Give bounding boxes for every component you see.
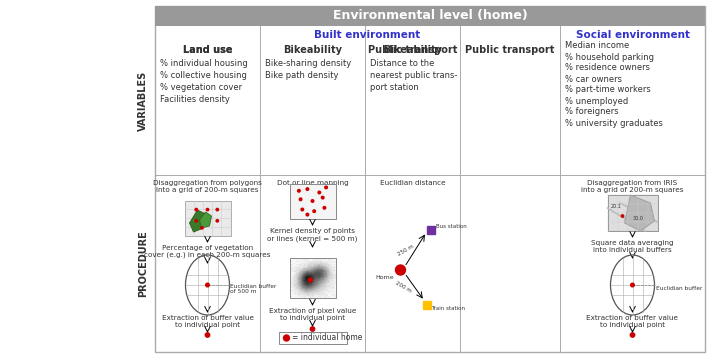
Text: % household parking: % household parking [565, 52, 654, 61]
Polygon shape [625, 195, 655, 231]
Text: Built environment: Built environment [314, 30, 421, 40]
Text: % unemployed: % unemployed [565, 96, 628, 105]
Circle shape [630, 333, 635, 337]
Circle shape [216, 219, 218, 222]
Bar [155, 6, 705, 26]
Text: Dot or line mapping: Dot or line mapping [276, 180, 348, 186]
Text: % vegetation cover: % vegetation cover [160, 83, 242, 92]
Circle shape [306, 213, 308, 216]
Text: 30.0: 30.0 [633, 216, 644, 221]
Circle shape [321, 196, 324, 199]
Circle shape [206, 208, 208, 211]
Text: Square data averaging
into individual buffers: Square data averaging into individual bu… [591, 240, 674, 253]
Bar [423, 301, 431, 309]
Circle shape [298, 190, 300, 192]
Text: Facilities density: Facilities density [160, 96, 230, 104]
Circle shape [216, 208, 218, 211]
Circle shape [621, 215, 624, 217]
Text: Extraction of pixel value
to individual point: Extraction of pixel value to individual … [268, 308, 356, 321]
Circle shape [311, 200, 313, 202]
Text: % collective housing: % collective housing [160, 71, 247, 81]
Text: PROCEDURE: PROCEDURE [138, 230, 148, 297]
Bar [608, 195, 658, 231]
Polygon shape [199, 212, 211, 228]
Text: Environmental level (home): Environmental level (home) [333, 9, 528, 22]
Text: Kernel density of points
or lines (kernel = 500 m): Kernel density of points or lines (kerne… [267, 228, 358, 242]
Text: Train station: Train station [431, 305, 466, 310]
Text: Social environment: Social environment [575, 30, 690, 40]
Circle shape [195, 208, 198, 211]
Text: Home: Home [376, 275, 395, 280]
Circle shape [306, 188, 308, 190]
Text: Median income: Median income [565, 42, 629, 51]
Text: Bike path density: Bike path density [265, 71, 338, 81]
Text: Distance to the: Distance to the [370, 60, 434, 69]
Text: Land use: Land use [183, 45, 232, 55]
Text: Disaggregation from polygons
into a grid of 200-m squares: Disaggregation from polygons into a grid… [153, 180, 262, 193]
Text: nearest public trans-: nearest public trans- [370, 71, 458, 81]
Circle shape [206, 283, 209, 287]
Bar [184, 200, 231, 235]
Text: % part-time workers: % part-time workers [565, 86, 650, 95]
Circle shape [201, 227, 203, 229]
Text: port station: port station [370, 83, 418, 92]
Text: 250 m: 250 m [396, 243, 414, 257]
Text: % individual housing: % individual housing [160, 60, 248, 69]
Bar [426, 226, 435, 234]
Text: Extraction of buffer value
to individual point: Extraction of buffer value to individual… [586, 315, 678, 328]
Text: Bike-sharing density: Bike-sharing density [265, 60, 351, 69]
Circle shape [396, 265, 406, 275]
Text: % residence owners: % residence owners [565, 64, 650, 73]
Text: Bikeability: Bikeability [383, 45, 442, 55]
Text: Euclidian distance: Euclidian distance [380, 180, 446, 186]
Polygon shape [189, 210, 206, 232]
Circle shape [206, 333, 210, 337]
Text: = individual home: = individual home [293, 334, 363, 343]
Bar [278, 332, 346, 344]
Circle shape [301, 208, 303, 211]
Text: Bus station: Bus station [436, 225, 466, 230]
Text: VARIABLES: VARIABLES [138, 70, 148, 131]
Circle shape [299, 198, 302, 201]
Text: Euclidian buffer: Euclidian buffer [655, 287, 702, 291]
Text: % car owners: % car owners [565, 74, 622, 83]
Circle shape [323, 206, 326, 209]
Text: 20.1: 20.1 [611, 204, 622, 209]
Text: Disaggregation from IRIS
into a grid of 200-m squares: Disaggregation from IRIS into a grid of … [581, 180, 684, 193]
Text: Percentage of vegetation
cover (e.g.) in each 200-m squares: Percentage of vegetation cover (e.g.) in… [144, 245, 271, 258]
Bar [289, 258, 336, 298]
Text: Extraction of buffer value
to individual point: Extraction of buffer value to individual… [161, 315, 253, 328]
Circle shape [311, 327, 315, 331]
Circle shape [283, 335, 289, 341]
Circle shape [630, 283, 634, 287]
Circle shape [308, 278, 313, 282]
Text: Public transport: Public transport [368, 45, 457, 55]
Circle shape [325, 186, 328, 189]
Text: Public transport: Public transport [466, 45, 555, 55]
Text: % university graduates: % university graduates [565, 118, 663, 127]
Circle shape [313, 210, 316, 213]
Circle shape [195, 219, 198, 222]
Bar [155, 6, 705, 352]
Text: Euclidian buffer
of 500 m: Euclidian buffer of 500 m [231, 284, 277, 295]
Bar [289, 183, 336, 218]
Circle shape [318, 191, 321, 194]
Text: Bikeability: Bikeability [283, 45, 342, 55]
Text: % foreigners: % foreigners [565, 108, 618, 117]
Text: Land use: Land use [183, 45, 232, 55]
Text: 200 m: 200 m [395, 281, 413, 294]
